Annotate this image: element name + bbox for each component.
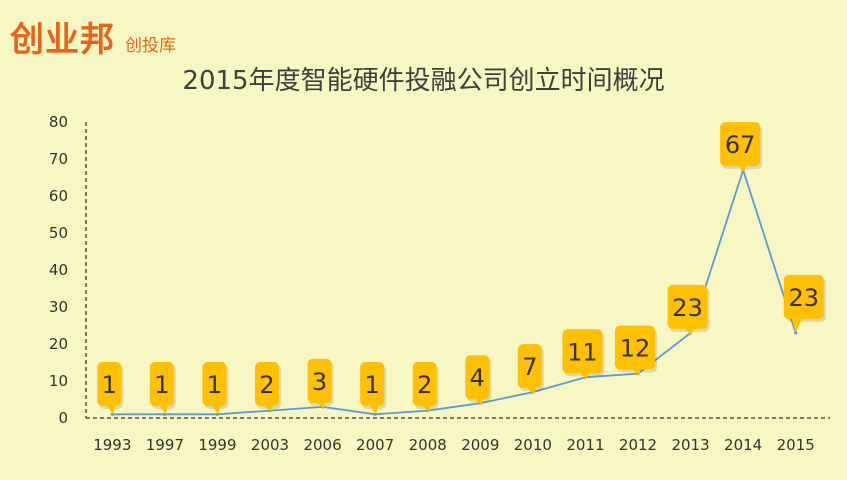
data-label: 1 [202, 362, 229, 415]
data-label-pointer [526, 387, 536, 395]
series-line [112, 167, 797, 416]
data-label-text: 2 [259, 371, 274, 399]
data-label: 23 [783, 274, 826, 333]
data-label-text: 1 [102, 371, 117, 399]
data-label-box [412, 362, 437, 406]
data-label-text: 12 [620, 335, 651, 363]
data-label-box [465, 355, 490, 400]
data-label-text: 7 [522, 353, 537, 381]
y-tick-label: 30 [49, 298, 68, 316]
x-tick-label: 2012 [619, 436, 657, 454]
data-label: 12 [615, 325, 657, 376]
data-label-pointer [316, 401, 326, 409]
data-label-pointer [737, 165, 747, 173]
data-label-box [202, 362, 227, 406]
data-label: 2 [255, 362, 281, 412]
data-label: 2 [412, 362, 439, 412]
data-label: 3 [307, 358, 334, 409]
y-tick-label: 10 [49, 372, 68, 390]
x-tick-label: 2006 [303, 436, 341, 454]
data-label-pointer [369, 405, 379, 415]
data-label: 1 [97, 362, 124, 415]
x-tick-label: 1999 [198, 436, 236, 454]
x-tick-label: 2015 [777, 436, 815, 454]
brand-subtitle: 创投库 [125, 36, 176, 56]
x-tick-label: 1993 [93, 436, 131, 454]
brand-logo: 创业邦 [10, 20, 115, 60]
x-tick-label: 2011 [566, 436, 604, 454]
data-label: 67 [720, 122, 763, 173]
data-label: 11 [562, 329, 605, 380]
x-tick-label: 2009 [461, 436, 499, 454]
data-label-pointer [106, 405, 116, 415]
data-point [794, 331, 798, 335]
data-label-box [562, 329, 603, 374]
data-label-text: 1 [207, 371, 222, 399]
data-label-box [149, 362, 174, 406]
x-tick-label: 2013 [671, 436, 709, 454]
data-label-box [615, 325, 655, 370]
data-label-pointer [158, 405, 168, 415]
data-label: 1 [360, 362, 387, 415]
data-label-text: 1 [365, 371, 380, 399]
data-label: 4 [465, 355, 492, 406]
x-tick-label: 2014 [724, 436, 762, 454]
data-label-pointer [421, 405, 431, 412]
data-label-box [97, 362, 122, 406]
data-label-text: 3 [312, 368, 327, 396]
y-tick-label: 20 [49, 335, 68, 353]
data-label-box [255, 362, 279, 406]
brand-header: 创业邦 创投库 [10, 12, 176, 61]
data-label-box [667, 284, 708, 329]
y-tick-label: 70 [49, 150, 68, 168]
x-tick-label: 2008 [409, 436, 447, 454]
x-axis-ticks: 1993 1997 1999 2003 2006 2007 2008 2009 2010 2011… [93, 436, 815, 454]
x-tick-label: 2007 [356, 436, 394, 454]
data-label-text: 11 [567, 338, 598, 366]
data-label-pointer [264, 405, 273, 412]
data-label-pointer [579, 372, 589, 380]
data-label: 23 [667, 284, 710, 335]
data-label-pointer [474, 398, 484, 406]
data-label-pointer [211, 405, 221, 415]
data-label-box [517, 344, 542, 389]
data-label-text: 4 [470, 364, 485, 392]
data-label-pointer [791, 318, 802, 333]
y-tick-label: 50 [49, 224, 68, 242]
x-tick-label: 1997 [146, 436, 184, 454]
data-label: 7 [517, 344, 544, 395]
data-label-text: 1 [154, 371, 169, 399]
data-label-box [307, 358, 332, 403]
data-label-box [783, 274, 824, 319]
y-tick-label: 60 [49, 187, 68, 205]
x-tick-label: 2003 [251, 436, 289, 454]
data-label-box [360, 362, 385, 406]
data-label-text: 67 [725, 131, 756, 159]
y-axis-ticks: 0 10 20 30 40 50 60 70 80 [49, 113, 68, 427]
data-label-text: 2 [417, 371, 432, 399]
y-tick-label: 40 [49, 261, 68, 279]
y-tick-label: 80 [49, 113, 68, 131]
data-label-box [720, 122, 761, 167]
data-label-pointer [632, 368, 641, 376]
x-tick-label: 2010 [514, 436, 552, 454]
data-label-text: 23 [672, 294, 703, 322]
data-label: 1 [149, 362, 176, 415]
data-label-text: 23 [788, 284, 819, 312]
data-label-pointer [684, 327, 694, 335]
chart-title: 2015年度智能硬件投融公司创立时间概况 [182, 66, 665, 96]
y-tick-label: 0 [58, 409, 68, 427]
